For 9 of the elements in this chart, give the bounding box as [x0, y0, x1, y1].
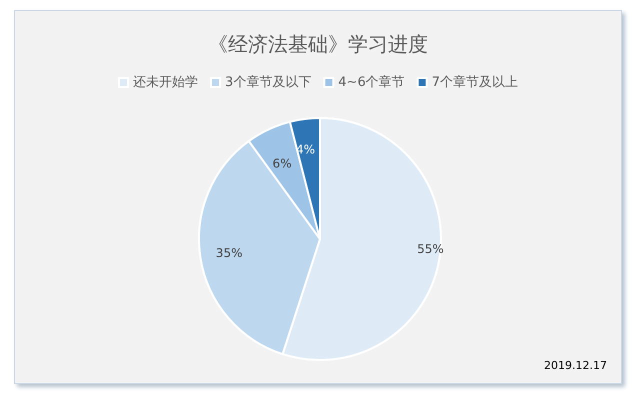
data-label: 6%	[272, 156, 292, 171]
data-label: 35%	[216, 246, 242, 260]
legend-label: 7个章节及以上	[432, 75, 518, 90]
legend-label: 还未开始学	[133, 75, 198, 90]
data-label: 55%	[417, 242, 444, 256]
legend-label: 3个章节及以下	[225, 75, 312, 90]
chart-title: 《经济法基础》学习进度	[208, 32, 428, 56]
text: 2019.12.17	[544, 359, 608, 372]
legend-label: 4~6个章节	[338, 75, 405, 90]
